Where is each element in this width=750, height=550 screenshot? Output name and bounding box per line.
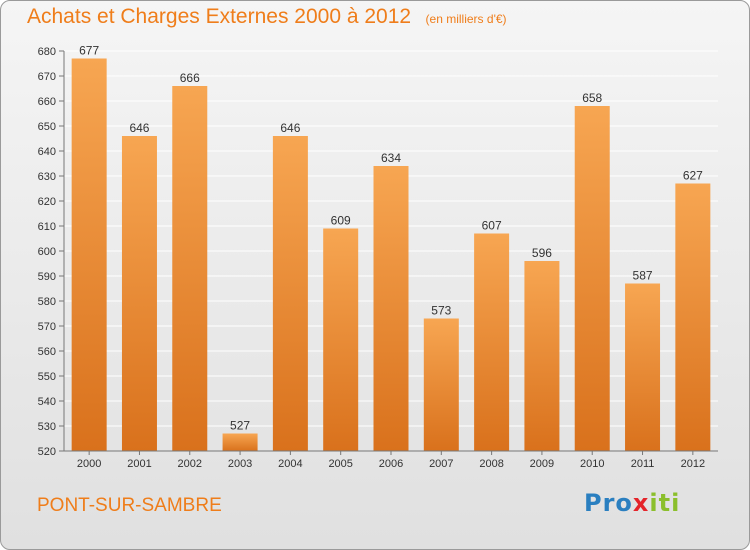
bars	[71, 58, 711, 451]
x-tick-label: 2011	[631, 458, 655, 470]
data-label: 587	[633, 269, 653, 283]
x-tick-label: 2010	[580, 458, 604, 470]
y-tick-label: 560	[38, 346, 56, 358]
y-tick-label: 650	[38, 121, 56, 133]
logo-part-1: Pro	[584, 489, 633, 517]
x-tick-label: 2006	[379, 458, 403, 470]
bar	[272, 136, 308, 451]
data-labels: 677 646 666 527 646 609 634 573 607 596 658 587 627	[79, 44, 703, 433]
data-label: 634	[381, 151, 401, 165]
bar	[423, 318, 459, 451]
bar	[121, 136, 157, 451]
y-tick-label: 640	[38, 146, 56, 158]
x-axis: 2000 2001 2002 2003 2004 2005 2006 2007 2008 2009…	[64, 450, 718, 470]
bar	[71, 58, 107, 451]
bar	[222, 433, 258, 451]
x-tick-label: 2009	[530, 458, 554, 470]
x-tick-label: 2003	[228, 458, 252, 470]
data-label: 666	[180, 71, 200, 85]
y-tick-label: 530	[38, 421, 56, 433]
bar	[172, 86, 208, 451]
y-tick-label: 580	[38, 296, 56, 308]
y-tick-label: 600	[38, 246, 56, 258]
x-tick-label: 2007	[429, 458, 453, 470]
logo-part-2: x	[632, 489, 650, 517]
data-label: 609	[331, 214, 351, 228]
y-tick-label: 570	[38, 321, 56, 333]
bar	[524, 261, 560, 451]
chart-title: Achats et Charges Externes 2000 à 2012 (…	[27, 5, 507, 29]
data-label: 658	[582, 91, 602, 105]
x-tick-label: 2001	[127, 458, 151, 470]
chart-unit: (en milliers d'€)	[425, 12, 507, 26]
y-axis: 520 530 540 550 560 570 580 590 600 610 620 630 640 6…	[38, 46, 65, 458]
y-tick-label: 590	[38, 271, 56, 283]
proxiti-logo: Proxiti	[584, 489, 680, 517]
bar	[574, 106, 610, 451]
data-label: 646	[280, 121, 300, 135]
data-label: 527	[230, 419, 250, 433]
data-label: 607	[482, 219, 502, 233]
x-tick-label: 2012	[681, 458, 705, 470]
x-tick-label: 2005	[328, 458, 352, 470]
x-tick-label: 2008	[479, 458, 503, 470]
x-tick-label: 2004	[278, 458, 302, 470]
y-tick-label: 610	[38, 221, 56, 233]
commune-name: PONT-SUR-SAMBRE	[37, 495, 222, 516]
data-label: 646	[129, 121, 149, 135]
data-label: 627	[683, 169, 703, 183]
y-tick-label: 660	[38, 96, 56, 108]
y-tick-label: 620	[38, 196, 56, 208]
y-tick-label: 670	[38, 71, 56, 83]
bar	[474, 233, 510, 451]
x-tick-label: 2000	[77, 458, 101, 470]
data-label: 677	[79, 44, 99, 58]
y-tick-label: 550	[38, 371, 56, 383]
y-tick-label: 540	[38, 396, 56, 408]
data-label: 573	[431, 304, 451, 318]
data-label: 596	[532, 246, 552, 260]
logo-part-3: iti	[649, 489, 681, 517]
chart-title-text: Achats et Charges Externes 2000 à 2012	[27, 5, 412, 28]
y-tick-label: 680	[38, 46, 56, 58]
bar	[373, 166, 409, 451]
bar	[323, 228, 359, 451]
bar	[675, 183, 711, 451]
x-tick-label: 2002	[178, 458, 202, 470]
y-tick-label: 520	[38, 446, 56, 458]
y-tick-label: 630	[38, 171, 56, 183]
bar	[625, 283, 661, 451]
